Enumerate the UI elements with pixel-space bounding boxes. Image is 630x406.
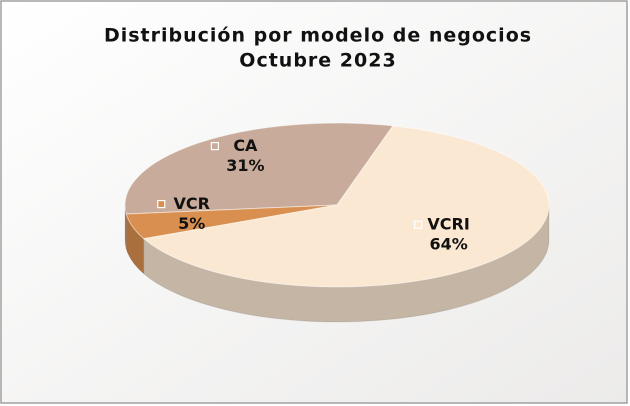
legend-key	[414, 220, 423, 229]
data-label-name: CA	[233, 136, 258, 155]
pie-slice	[124, 122, 394, 215]
chart-title: Distribución por modelo de negocios	[104, 25, 532, 47]
data-label-name: VCRI	[427, 215, 469, 234]
chart-subtitle: Octubre 2023	[239, 50, 396, 72]
data-label-name: VCR	[174, 194, 210, 213]
pie	[124, 122, 550, 323]
data-label-value: 64%	[429, 235, 467, 254]
data-label-value: 5%	[178, 214, 205, 233]
data-label-value: 31%	[226, 156, 264, 175]
legend-key	[210, 141, 219, 151]
pie-slice	[142, 125, 550, 288]
legend-key	[157, 199, 166, 209]
